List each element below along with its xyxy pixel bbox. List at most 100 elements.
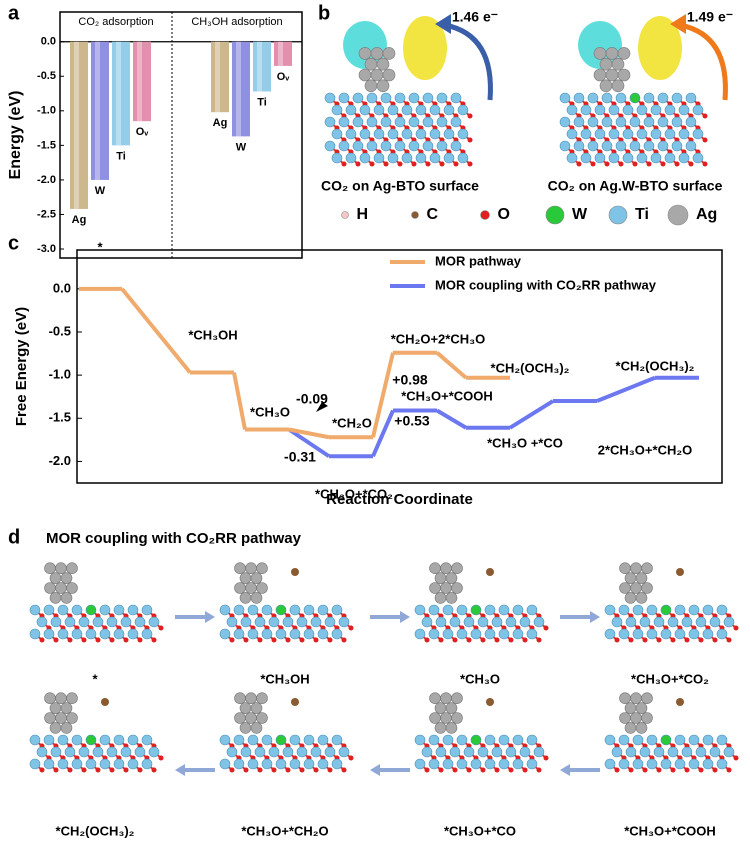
atom-ag — [55, 712, 67, 724]
atom-ti — [226, 616, 238, 628]
bar — [133, 41, 151, 122]
atom-o — [95, 637, 101, 643]
atom-ti — [219, 604, 231, 616]
atom-w — [629, 92, 641, 104]
atom-ti — [338, 92, 350, 104]
atom-o — [81, 637, 87, 643]
atom-ti — [678, 152, 690, 164]
atom-o — [438, 637, 444, 643]
charge-label: 1.49 e⁻ — [687, 9, 733, 25]
adsorbate — [486, 568, 494, 576]
atom-ti — [303, 734, 315, 746]
atom-ag — [382, 68, 396, 82]
adsorbate — [676, 698, 684, 706]
atom-ti — [636, 152, 648, 164]
atom-o — [271, 767, 277, 773]
atom-ti — [359, 152, 371, 164]
atom-ti — [275, 758, 287, 770]
atom-w — [470, 734, 482, 746]
small-arrow — [316, 402, 328, 412]
atom-ag — [234, 692, 246, 705]
legend-atom-label: C — [427, 206, 439, 223]
atom-o — [397, 161, 403, 167]
atom-ag — [617, 47, 631, 60]
atom-ag — [66, 692, 78, 705]
step-connector — [435, 351, 468, 380]
atom-o — [466, 637, 472, 643]
group-label: CO₂ adsorption — [78, 16, 153, 28]
atom-ti — [457, 104, 469, 116]
atom-ti — [247, 604, 259, 616]
bar-label: Ag — [213, 117, 228, 129]
atom-ti — [324, 116, 336, 128]
atom-ti — [421, 746, 433, 758]
bar — [274, 41, 292, 66]
atom-ti — [692, 128, 704, 140]
atom-ti — [450, 140, 462, 152]
atom-ti — [261, 604, 273, 616]
atom-w — [470, 604, 482, 616]
atom-ti — [618, 734, 630, 746]
atom-o — [452, 767, 458, 773]
atom-o — [628, 767, 634, 773]
atom-ag — [256, 562, 268, 575]
y-tick-label: -1.0 — [49, 367, 71, 382]
atom-ti — [282, 616, 294, 628]
legend-label: MOR coupling with CO₂RR pathway — [435, 277, 657, 292]
atom-ti — [519, 746, 531, 758]
legend-atom — [411, 211, 419, 219]
charge-density — [638, 16, 682, 80]
step-connector — [120, 287, 192, 374]
atom-ti — [615, 140, 627, 152]
atom-ti — [50, 746, 62, 758]
atom-ti — [685, 92, 697, 104]
atom-ti — [608, 128, 620, 140]
atom-ti — [505, 746, 517, 758]
atom-o — [53, 637, 59, 643]
atom-ag — [445, 722, 458, 734]
atom-ti — [484, 628, 496, 640]
atom-ti — [442, 734, 454, 746]
atom-ag — [635, 702, 648, 714]
atom-o — [733, 625, 739, 631]
bar — [112, 41, 130, 146]
atom-o — [327, 637, 333, 643]
atom-ti — [646, 628, 658, 640]
step-connector — [232, 372, 247, 430]
legend-atom — [341, 211, 349, 219]
atom-ag — [445, 592, 458, 604]
atom-ti — [141, 628, 153, 640]
atom-ti — [643, 116, 655, 128]
plot-frame — [59, 11, 303, 259]
atom-ti — [289, 734, 301, 746]
atom-o — [229, 767, 235, 773]
atom-ti — [380, 116, 392, 128]
atom-o — [480, 767, 486, 773]
atom-ti — [415, 128, 427, 140]
atom-o — [341, 161, 347, 167]
atom-ti — [671, 92, 683, 104]
atom-o — [660, 161, 666, 167]
atom-ag — [605, 68, 619, 82]
atom-o — [95, 767, 101, 773]
atom-ti — [716, 604, 728, 616]
atom-ti — [247, 758, 259, 770]
atom-o — [614, 767, 620, 773]
energy-annotation: -0.09 — [296, 391, 328, 407]
atom-ti — [526, 734, 538, 746]
atom-ti — [674, 734, 686, 746]
atom-ti — [268, 746, 280, 758]
state-label: *CH₂O — [332, 415, 372, 430]
atom-ti — [512, 734, 524, 746]
atom-o — [327, 767, 333, 773]
atom-ti — [127, 628, 139, 640]
atom-w — [275, 604, 287, 616]
atom-ti — [429, 128, 441, 140]
atom-ti — [674, 628, 686, 640]
state-label: *CH₂(OCH₃)₂ — [491, 360, 570, 375]
atom-ag — [440, 582, 452, 594]
atom-ag — [641, 562, 653, 575]
atom-ti — [352, 92, 364, 104]
charge-arrow — [444, 22, 493, 101]
step-label: *CH₃O — [460, 671, 500, 686]
